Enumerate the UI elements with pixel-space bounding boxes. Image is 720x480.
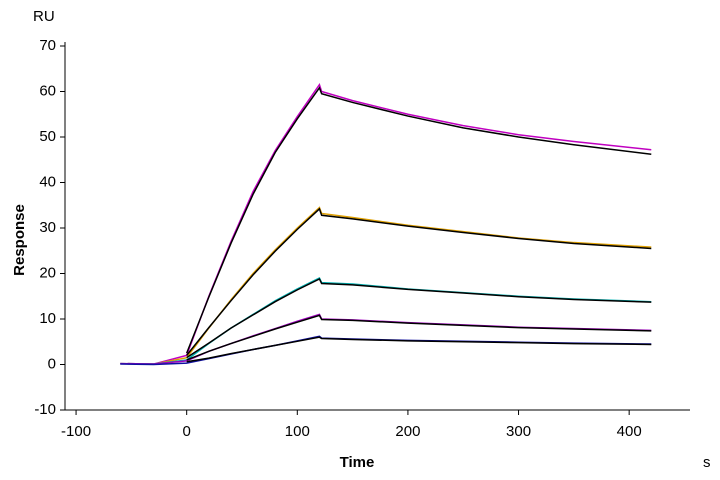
x-tick-label: 0 [183, 423, 191, 440]
y-tick-label: 50 [39, 128, 56, 145]
x-axis-label: Time [340, 454, 375, 471]
x-tick-label: 400 [617, 423, 642, 440]
sensorgram-line [186, 207, 652, 356]
sensorgram-line [186, 314, 652, 361]
y-tick-label: 70 [39, 37, 56, 54]
sensorgram-line [186, 336, 652, 363]
y-tick-label: 40 [39, 173, 56, 190]
x-tick-label: 300 [506, 423, 531, 440]
y-tick-label: 10 [39, 310, 56, 327]
y-tick-label: -10 [34, 401, 56, 418]
sensorgram-line [186, 277, 652, 359]
x-unit: s [703, 454, 711, 471]
x-tick-label: 100 [285, 423, 310, 440]
x-tick-label: 200 [395, 423, 420, 440]
y-tick-label: 30 [39, 219, 56, 236]
y-tick-label: 0 [48, 355, 56, 372]
x-tick-label: -100 [61, 423, 91, 440]
y-tick-label: 60 [39, 82, 56, 99]
y-tick-label: 20 [39, 264, 56, 281]
sensorgram-line [185, 86, 652, 354]
y-unit: RU [33, 8, 55, 25]
y-axis-label: Response [11, 204, 28, 276]
